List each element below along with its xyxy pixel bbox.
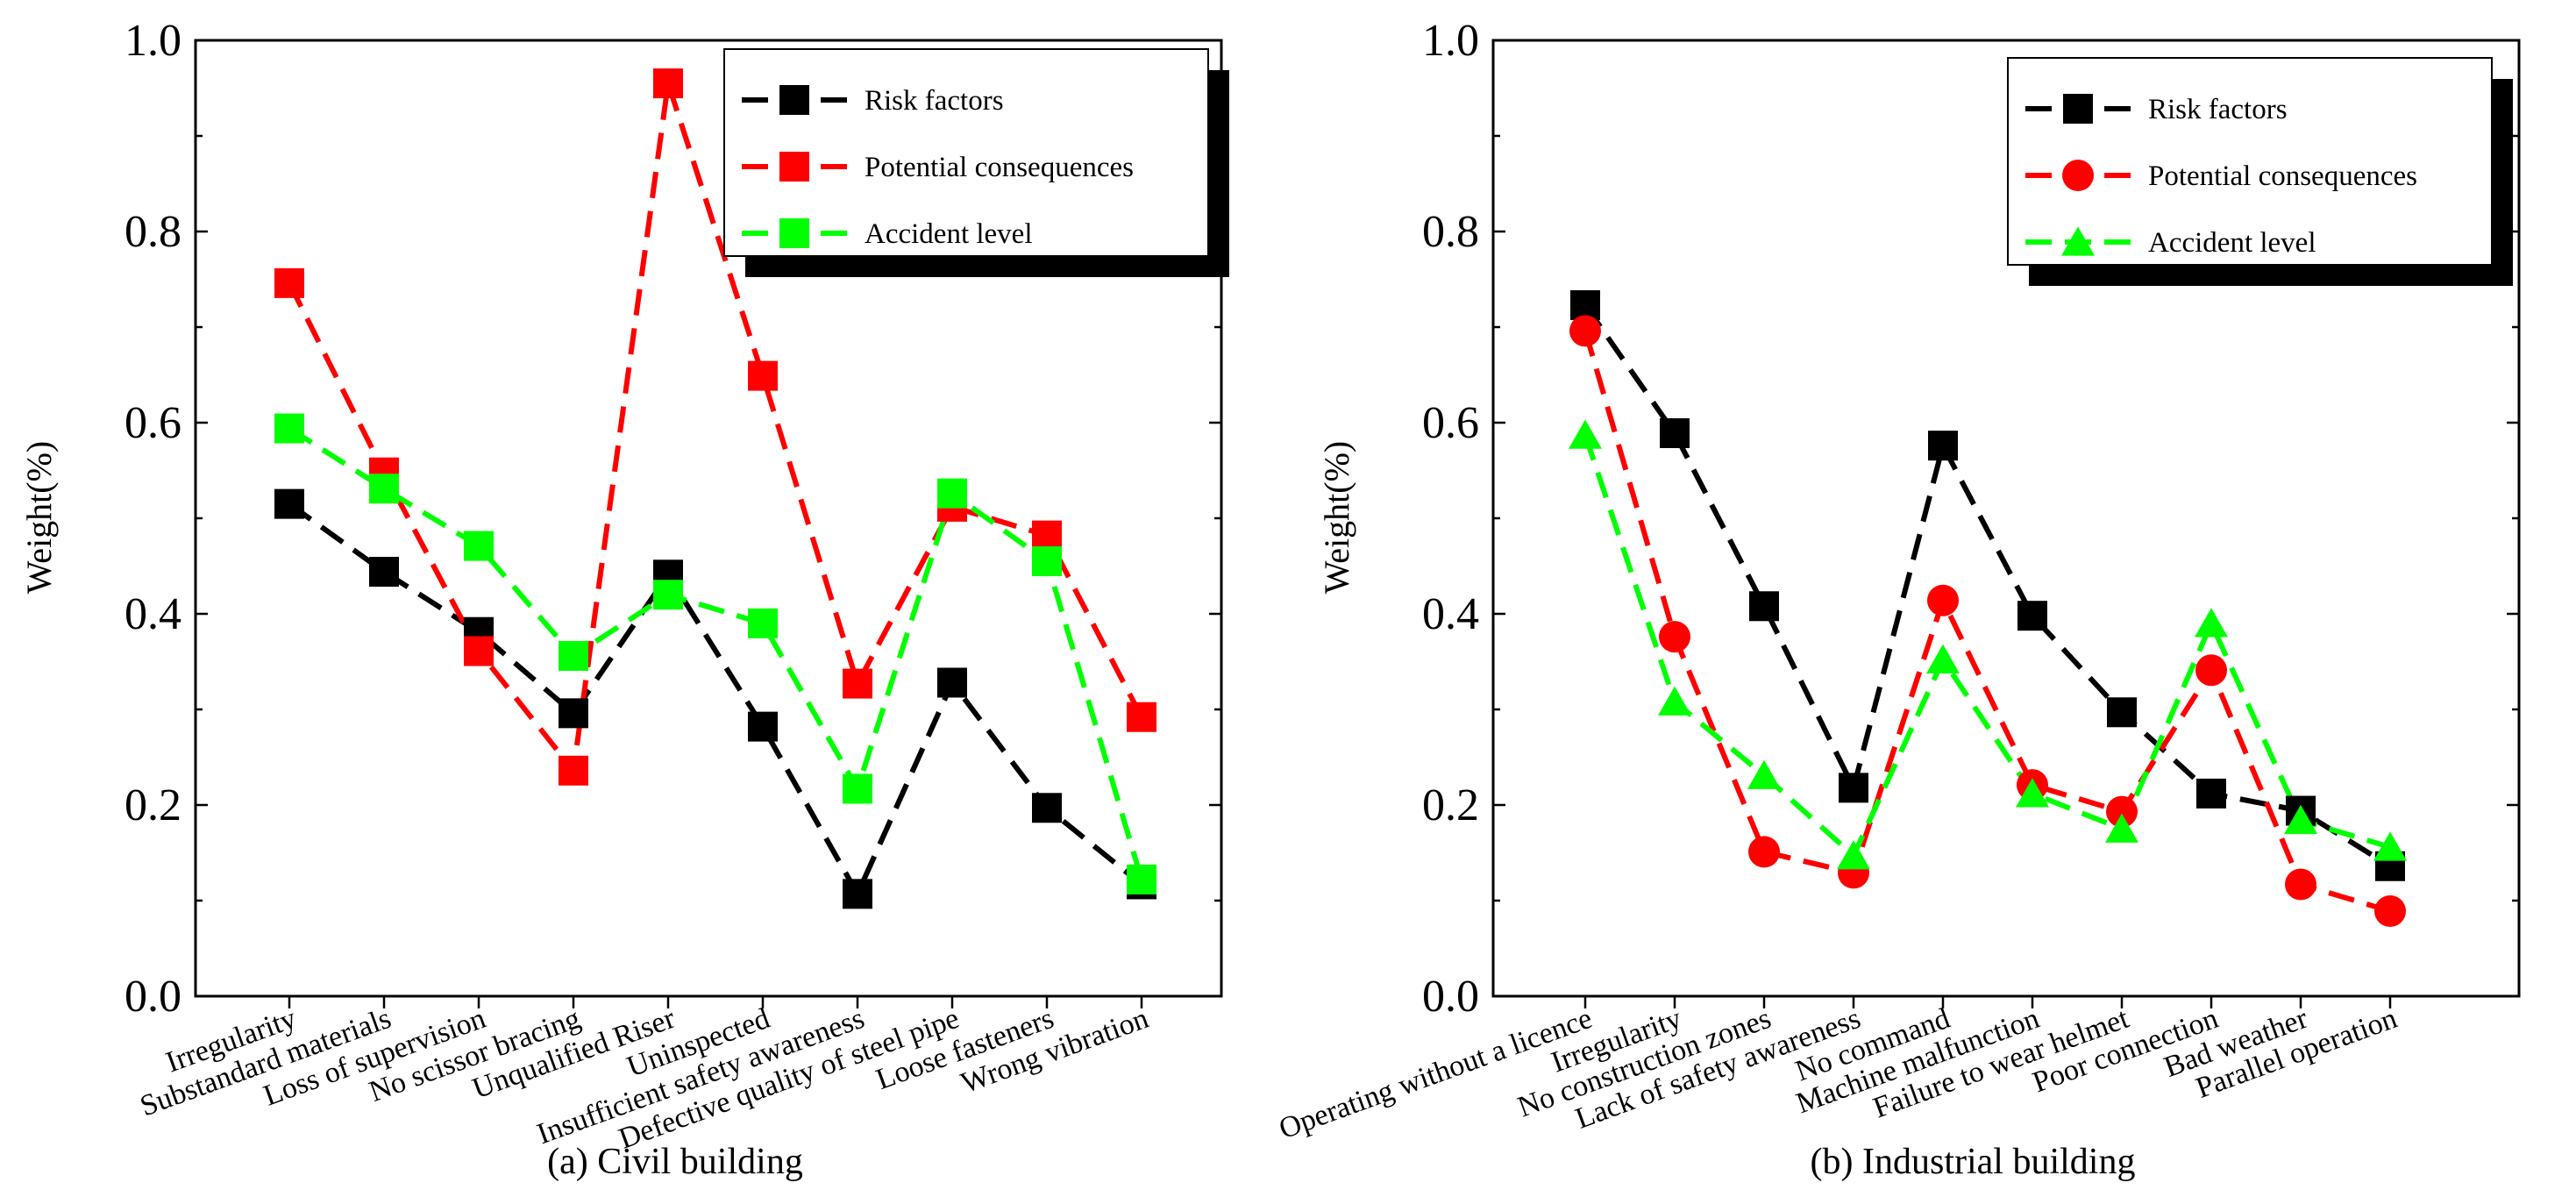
chart-civil-building-data-point [653, 68, 683, 99]
chart-industrial-building-data-point [2285, 868, 2316, 901]
chart-civil-building-data-point [937, 667, 967, 698]
chart-civil-building-y-tick-label: 0.8 [125, 207, 181, 257]
chart-civil-building-data-point [464, 531, 494, 561]
chart-industrial-building-data-point [2374, 894, 2406, 927]
chart-industrial-building-series-line [1583, 330, 2391, 914]
chart-civil-building-data-point [937, 478, 967, 509]
chart-industrial-building-data-point [2105, 813, 2138, 843]
chart-civil-building-data-point [843, 773, 872, 804]
chart-industrial-building-y-tick-label: 0.4 [1422, 589, 1479, 639]
chart-industrial-building-data-point [2284, 804, 2317, 835]
chart-industrial-building-legend-label: Accident level [2148, 227, 2316, 259]
chart-civil-building-data-point [748, 360, 778, 391]
chart-industrial-building-y-axis-label: Weight(%) [1317, 441, 1356, 595]
chart-industrial-building-legend-label: Risk factors [2148, 94, 2288, 125]
chart-civil-building-legend-marker [779, 218, 809, 248]
chart-industrial-building-series-line [1583, 303, 2392, 869]
chart-civil-building-data-point [369, 557, 399, 588]
chart-industrial-building-data-point [1928, 431, 1958, 461]
chart-industrial-building-data-point [1839, 773, 1868, 803]
chart-industrial-building-legend-marker [2061, 226, 2095, 256]
chart-civil-building-data-point [1032, 520, 1062, 551]
chart-industrial-building-data-point [1569, 315, 1601, 347]
chart-industrial-building-data-point [2016, 778, 2049, 808]
chart-civil-building-data-point [559, 755, 588, 786]
chart-industrial-building-data-point [1749, 591, 1779, 622]
chart-civil-building-data-point [653, 580, 683, 610]
chart-industrial-building-y-tick-label: 0.6 [1422, 398, 1479, 448]
chart-industrial-building-data-point [1658, 686, 1691, 716]
chart-civil-building-data-point [748, 711, 778, 742]
chart-civil-building-data-point [274, 267, 304, 298]
chart-civil-building-legend-marker [779, 85, 809, 115]
chart-civil-building-data-point [1127, 865, 1156, 895]
chart-civil-building-data-point [843, 668, 872, 699]
chart-industrial-building-data-point [1927, 584, 1959, 616]
chart-civil-building-y-axis-label: Weight(%) [19, 441, 59, 595]
chart-civil-building-data-point [369, 474, 399, 504]
chart-industrial-building-data-point [1569, 419, 1602, 449]
chart-industrial-building-data-point [1659, 621, 1690, 653]
chart-civil-building-data-point [274, 488, 304, 519]
chart-civil-building-legend-label: Accident level [865, 218, 1033, 250]
chart-civil-building-data-point [843, 879, 872, 909]
chart-civil-building-legend-marker [779, 152, 809, 182]
chart-industrial-building-data-point [1747, 759, 1781, 789]
chart-industrial-building-caption: (b) Industrial building [1811, 1142, 2136, 1182]
chart-industrial-building-legend-label: Potential consequences [2148, 160, 2417, 192]
chart-civil-building-legend-label: Risk factors [865, 85, 1004, 117]
chart-industrial-building-y-tick-label: 0.0 [1422, 972, 1479, 1022]
chart-industrial-building-data-point [1926, 644, 1960, 673]
chart-civil-building-data-point [1127, 702, 1156, 732]
chart-civil-building-y-tick-label: 0.6 [125, 398, 181, 448]
chart-industrial-building-y-tick-label: 1.0 [1422, 16, 1479, 66]
chart-industrial-building-data-point [2017, 601, 2047, 631]
chart-industrial-building-legend-marker [2063, 94, 2093, 124]
chart-civil-building-data-point [464, 636, 494, 666]
chart-industrial-building-series-line [1583, 434, 2391, 858]
chart-industrial-building-data-point [2195, 654, 2227, 687]
chart-industrial-building-data-point [2195, 608, 2228, 638]
chart-industrial-building-data-point [1837, 840, 1870, 870]
chart-civil-building-data-point [274, 413, 304, 444]
chart-industrial-building-data-point [2373, 831, 2407, 861]
chart-civil-building-y-tick-label: 0.4 [125, 589, 181, 639]
chart-industrial-building-data-point [1570, 289, 1600, 320]
chart-industrial-building-legend-marker [2062, 160, 2094, 191]
chart-civil-building-series-line [288, 502, 1143, 897]
chart-industrial-building-data-point [1748, 836, 1780, 868]
chart-civil-building-caption: (a) Civil building [547, 1142, 803, 1182]
chart-industrial-building-y-tick-label: 0.2 [1422, 780, 1479, 830]
chart-civil-building-data-point [1032, 546, 1062, 577]
chart-industrial-building-data-point [1660, 417, 1690, 448]
chart-civil-building-data-point [559, 698, 588, 729]
chart-civil-building-data-point [1032, 793, 1062, 823]
chart-civil-building-y-tick-label: 0.0 [125, 972, 181, 1022]
chart-civil-building-y-tick-label: 0.2 [125, 780, 181, 830]
chart-industrial-building-data-point [2107, 697, 2137, 728]
chart-industrial-building-data-point [2196, 778, 2226, 809]
chart-civil-building-data-point [559, 640, 588, 671]
chart-civil-building-series-line [288, 426, 1144, 880]
chart-civil-building-legend-label: Potential consequences [865, 152, 1134, 183]
chart-civil-building-data-point [748, 608, 778, 638]
chart-industrial-building-data-point [2106, 795, 2138, 828]
chart-industrial-building-y-tick-label: 0.8 [1422, 207, 1479, 257]
chart-civil-building-series-line [287, 81, 1144, 773]
chart-industrial-building-legend-box [2007, 57, 2493, 266]
chart-civil-building-y-tick-label: 1.0 [125, 16, 181, 66]
